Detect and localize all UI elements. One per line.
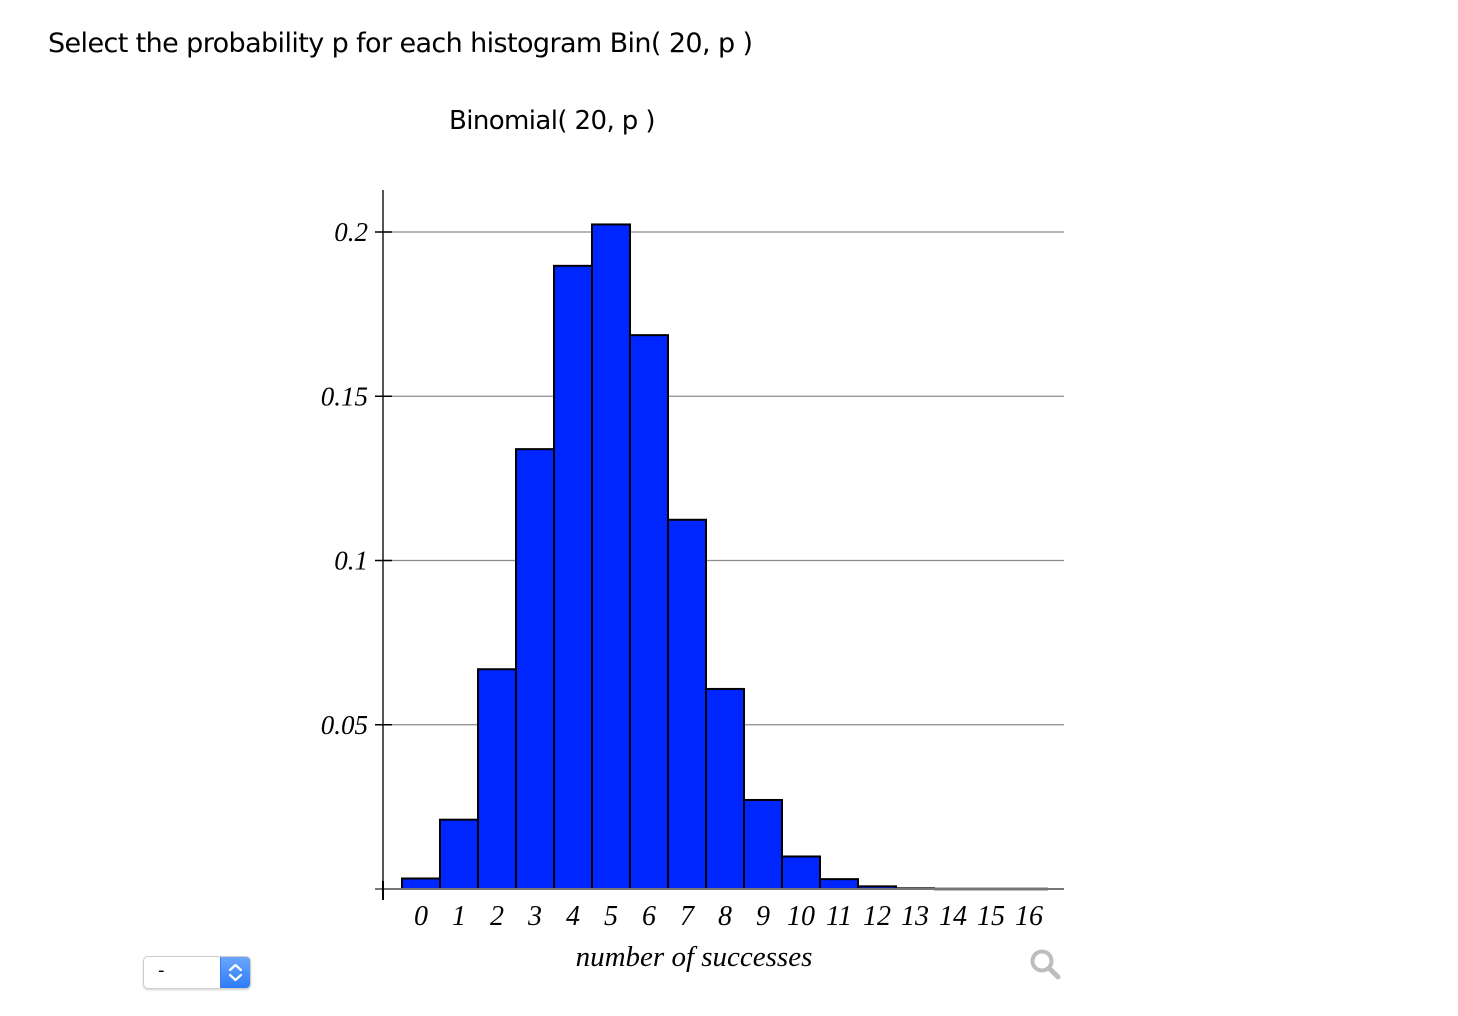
histogram-bar <box>477 668 517 891</box>
histogram-bar <box>553 264 593 890</box>
question-text: Select the probability p for each histog… <box>48 28 753 59</box>
histogram-bar <box>781 855 821 891</box>
x-tick-label: 16 <box>1015 901 1043 932</box>
histogram-bar <box>667 518 707 890</box>
x-tick-label: 12 <box>863 901 891 932</box>
x-tick-label: 2 <box>490 901 504 932</box>
x-tick-label: 10 <box>787 901 815 932</box>
y-tick-label: 0.15 <box>321 381 368 411</box>
x-tick-label: 4 <box>566 901 580 932</box>
histogram-bar <box>629 334 669 890</box>
magnifier-icon[interactable] <box>1028 947 1064 983</box>
x-tick-label: 14 <box>939 901 967 932</box>
probability-select[interactable]: - <box>143 956 251 989</box>
histogram-bar <box>705 687 745 890</box>
x-tick-label: 9 <box>756 901 770 932</box>
up-down-chevron-icon <box>220 957 250 988</box>
x-tick-label: 5 <box>604 901 618 932</box>
x-tick-label: 13 <box>901 901 929 932</box>
histogram-bar <box>743 798 783 890</box>
chart-title: Binomial( 20, p ) <box>449 106 655 136</box>
y-tick-label: 0.05 <box>321 710 368 740</box>
x-tick-labels: 0 1 2 3 4 5 6 7 8 9 10 11 12 13 14 15 16 <box>414 901 1043 932</box>
histogram-bar <box>401 877 441 890</box>
x-tick-label: 8 <box>718 901 732 932</box>
histogram-bar <box>819 878 859 891</box>
histogram-bar <box>591 223 631 890</box>
histogram-bar <box>439 818 479 891</box>
x-tick-label: 1 <box>452 901 466 932</box>
y-tick-label: 0.2 <box>334 217 368 247</box>
x-tick-label: 0 <box>414 901 428 932</box>
x-tick-label: 15 <box>977 901 1005 932</box>
x-tick-label: 3 <box>527 901 542 932</box>
histogram-bar <box>515 448 555 890</box>
x-tick-label: 7 <box>680 901 695 932</box>
bars <box>401 223 1048 891</box>
y-tick-labels: 0.05 0.1 0.15 0.2 <box>321 217 392 900</box>
y-tick-label: 0.1 <box>334 546 368 576</box>
x-tick-label: 6 <box>642 901 656 932</box>
x-tick-label: 11 <box>826 901 852 932</box>
gridlines <box>383 231 1064 726</box>
select-value: - <box>158 960 165 981</box>
x-axis-label: number of successes <box>576 941 813 973</box>
axes <box>375 190 1064 900</box>
